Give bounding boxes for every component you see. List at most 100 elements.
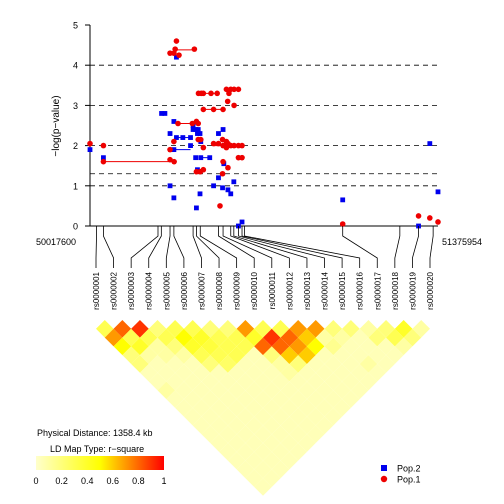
ld-cell — [201, 355, 220, 373]
pop2-point — [231, 179, 237, 185]
pop1-point — [171, 138, 177, 145]
ld-cell — [227, 416, 246, 435]
pop1-point — [167, 146, 173, 153]
ld-cell — [271, 320, 290, 338]
snp-connector — [222, 226, 273, 268]
ld-cell — [219, 425, 237, 444]
snp-connector — [130, 226, 159, 268]
ld-cell — [394, 337, 413, 356]
ld-cell — [210, 399, 228, 417]
ld-map-type-label: LD Map Type: r−square — [50, 444, 144, 454]
ld-cell — [236, 372, 255, 391]
ld-cell — [254, 407, 272, 426]
data-points — [87, 38, 441, 229]
snp-label: rs0000019 — [408, 271, 417, 309]
snp-connector — [342, 226, 378, 268]
ld-cell — [377, 337, 395, 356]
ld-cell — [236, 425, 255, 444]
pop2-point — [174, 135, 179, 140]
ld-cell — [219, 372, 237, 391]
snp-connector — [148, 226, 162, 268]
ld-cell — [254, 320, 272, 338]
ld-cell — [254, 478, 272, 496]
ld-cell — [148, 320, 167, 338]
ld-cell — [227, 363, 246, 382]
ld-cell — [359, 320, 378, 338]
pop2-point — [220, 127, 226, 132]
pop1-point — [200, 144, 207, 151]
pop2-point — [190, 127, 196, 132]
ld-cell — [201, 337, 220, 356]
ld-cell — [342, 337, 360, 356]
ld-cell — [148, 372, 167, 391]
snp-label: rs0000003 — [127, 271, 136, 309]
ld-cell — [342, 355, 360, 373]
ld-cell — [219, 355, 237, 373]
ld-cell — [245, 399, 263, 417]
pop2-point — [194, 205, 199, 211]
legend-entry-label: Pop.1 — [397, 475, 421, 485]
ld-cell — [271, 425, 290, 444]
ld-cell — [289, 372, 307, 391]
pop1-point — [210, 106, 217, 113]
ld-cell — [183, 337, 202, 356]
pop2-point — [427, 141, 433, 146]
pop2-point — [171, 119, 177, 124]
ld-cell — [236, 443, 255, 461]
snp-connector — [103, 226, 114, 268]
ld-cell — [236, 460, 255, 479]
ld-cell — [227, 399, 246, 417]
ld-heatmap — [96, 320, 430, 496]
pop2-point — [228, 191, 234, 197]
ld-cell — [219, 407, 237, 426]
pop1-point — [427, 215, 433, 221]
ld-cell — [219, 390, 237, 408]
y-tick-label: 1 — [73, 181, 78, 191]
pop1-point — [175, 120, 181, 127]
ld-cell — [157, 328, 176, 347]
x-start-label: 50017600 — [36, 237, 76, 247]
ld-cell — [175, 399, 193, 417]
ld-cell — [148, 355, 167, 373]
snp-connector — [192, 226, 202, 268]
ld-cell — [306, 337, 325, 356]
pop1-point — [197, 136, 204, 143]
ld-cell — [245, 469, 263, 487]
snp-connector — [218, 226, 255, 268]
ld-cell — [219, 443, 237, 461]
ld-cell — [148, 337, 167, 356]
pop1-point — [339, 221, 346, 227]
snp-label: rs0000006 — [180, 271, 189, 309]
snp-connector — [95, 226, 97, 268]
ld-cell — [342, 390, 360, 408]
snp-connector — [241, 226, 343, 268]
ld-cell — [192, 381, 211, 400]
snp-connector — [230, 226, 290, 268]
legend-square-marker — [381, 465, 387, 471]
ld-cell — [183, 407, 202, 426]
ld-cell — [210, 416, 228, 435]
pop1-point — [415, 213, 422, 219]
colorbar-tick-label: 0.4 — [81, 476, 94, 486]
pop2-point — [171, 195, 177, 201]
pop2-point — [195, 131, 200, 136]
y-tick-label: 5 — [73, 21, 78, 31]
ld-cell — [192, 416, 211, 435]
ld-cell — [359, 372, 378, 391]
y-axis-label: −log(p−value) — [51, 95, 62, 156]
snp-label: rs0000017 — [373, 271, 382, 309]
physical-distance-label: Physical Distance: 1358.4 kb — [37, 428, 153, 438]
pop2-point — [198, 155, 204, 161]
ld-cell — [236, 390, 255, 408]
legend-entry-label: Pop.2 — [397, 464, 421, 474]
ld-cell — [131, 337, 149, 356]
ld-cell — [175, 328, 193, 347]
pop2-point — [180, 135, 186, 140]
pop2-point — [435, 189, 441, 195]
ld-cell — [157, 346, 176, 364]
pop2-point — [188, 135, 193, 140]
pop2-point — [193, 155, 199, 161]
ld-cell — [271, 355, 290, 373]
